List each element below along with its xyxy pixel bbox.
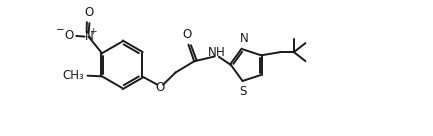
Text: H: H: [216, 46, 224, 59]
Text: O: O: [64, 29, 73, 42]
Text: N: N: [208, 46, 216, 59]
Text: O: O: [85, 6, 94, 19]
Text: O: O: [182, 28, 192, 41]
Text: N: N: [239, 32, 248, 45]
Text: CH₃: CH₃: [62, 69, 84, 82]
Text: N: N: [84, 30, 93, 43]
Text: S: S: [239, 85, 246, 98]
Text: +: +: [89, 27, 97, 36]
Text: O: O: [155, 81, 165, 94]
Text: −: −: [56, 25, 65, 35]
